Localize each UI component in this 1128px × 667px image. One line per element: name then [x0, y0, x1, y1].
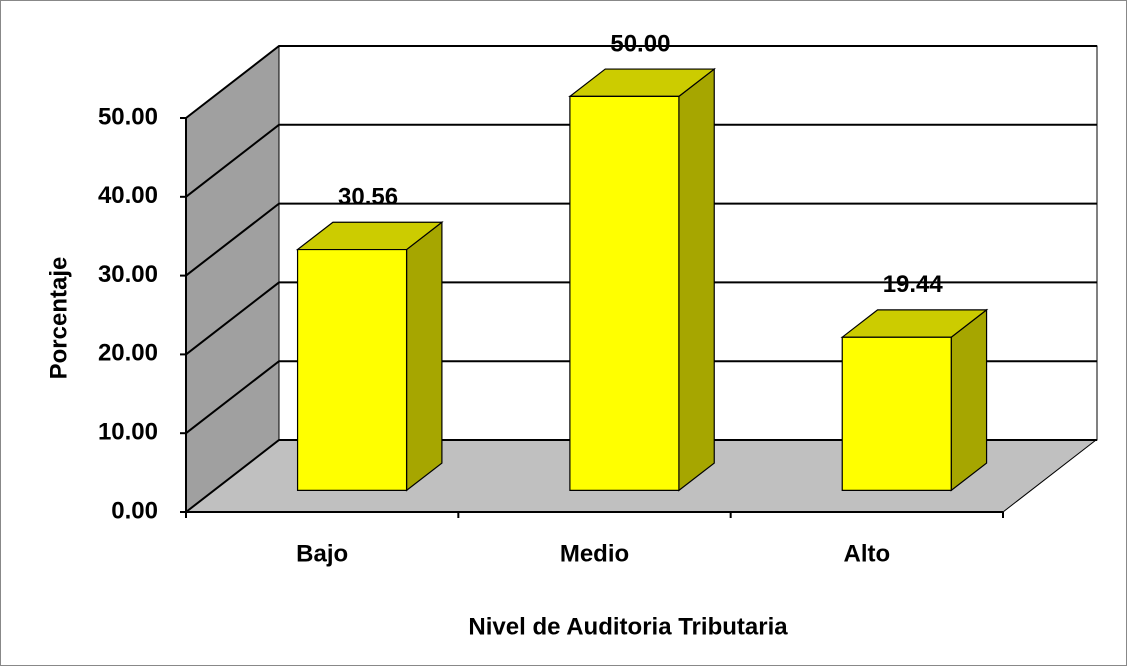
x-axis-title: Nivel de Auditoria Tributaria [468, 613, 788, 640]
side-wall [185, 44, 280, 514]
grid-line [185, 439, 1097, 513]
bar-side [950, 308, 988, 492]
grid-line [185, 360, 1097, 434]
x-tick-label: Medio [560, 540, 629, 567]
bar-front [841, 336, 952, 491]
bar-side [678, 67, 715, 492]
bar-front [569, 95, 680, 491]
grid-line [185, 45, 1097, 119]
bar [568, 67, 716, 492]
value-label: 30.56 [338, 184, 398, 211]
x-tick-label: Bajo [296, 540, 348, 567]
grid-line [185, 281, 1097, 356]
grid-line [185, 123, 1097, 198]
bar [295, 221, 444, 492]
y-axis-title: Porcentaje [45, 257, 72, 380]
y-tick-label: 40.00 [98, 182, 158, 209]
y-tick-label: 50.00 [98, 103, 158, 130]
value-label: 19.44 [883, 271, 944, 298]
value-label: 50.00 [610, 30, 670, 57]
bar [840, 308, 989, 492]
bar-side [405, 221, 443, 492]
grid-line [185, 202, 1097, 277]
x-tick-label: Alto [844, 540, 891, 567]
y-tick-label: 30.00 [98, 261, 158, 288]
y-tick-label: 10.00 [98, 419, 158, 446]
y-tick-label: 20.00 [98, 340, 158, 367]
bar-front [296, 248, 408, 491]
y-tick-label: 0.00 [111, 497, 158, 524]
